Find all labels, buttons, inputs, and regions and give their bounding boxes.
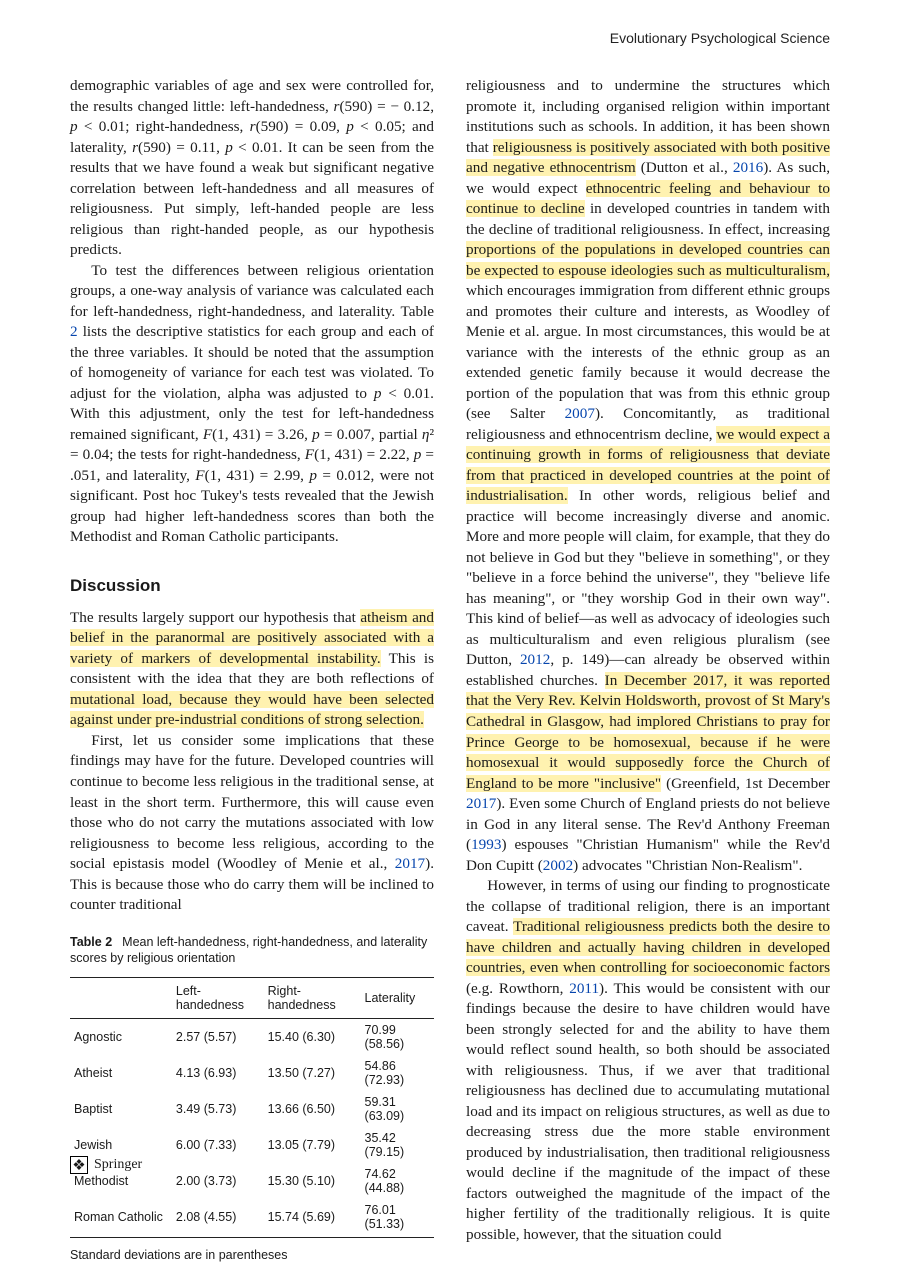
highlight: Traditional religiousness predicts both … <box>466 918 830 976</box>
citation-year[interactable]: 2002 <box>543 857 573 874</box>
table-cell: 54.86 (72.93) <box>361 1055 434 1091</box>
table-cell: 3.49 (5.73) <box>172 1091 264 1127</box>
body-paragraph: First, let us consider some implications… <box>70 731 434 916</box>
two-column-layout: demographic variables of age and sex wer… <box>70 76 830 1262</box>
publisher-brand: ❖ Springer <box>70 1156 142 1174</box>
table-header-cell: Left-handedness <box>172 978 264 1019</box>
table-ref[interactable]: 2 <box>70 323 78 340</box>
table-cell: 76.01 (51.33) <box>361 1199 434 1238</box>
highlight: we would expect a continuing growth in f… <box>466 426 830 505</box>
citation-year[interactable]: 2017 <box>395 855 425 872</box>
table-cell: 59.31 (63.09) <box>361 1091 434 1127</box>
citation-year[interactable]: 2007 <box>565 405 595 422</box>
table-cell: Atheist <box>70 1055 172 1091</box>
table-cell: 4.13 (6.93) <box>172 1055 264 1091</box>
body-paragraph: The results largely support our hypothes… <box>70 608 434 731</box>
body-paragraph: religiousness and to undermine the struc… <box>466 76 830 876</box>
left-column: demographic variables of age and sex wer… <box>70 76 434 1262</box>
highlight: ethnocentric feeling and behaviour to co… <box>466 180 830 218</box>
table-cell: 15.30 (5.10) <box>264 1163 361 1199</box>
table-cell: 2.08 (4.55) <box>172 1199 264 1238</box>
highlight: religiousness is positively associated w… <box>466 139 830 177</box>
table-cell: 74.62 (44.88) <box>361 1163 434 1199</box>
table-cell: 15.40 (6.30) <box>264 1019 361 1056</box>
table-cell: 13.05 (7.79) <box>264 1127 361 1163</box>
highlight: atheism and belief in the paranormal are… <box>70 609 434 667</box>
highlight: proportions of the populations in develo… <box>466 241 830 279</box>
table-data: Left-handednessRight-handednessLateralit… <box>70 977 434 1238</box>
table-2: Table 2Mean left-handedness, right-hande… <box>70 934 434 1262</box>
citation-year[interactable]: 2011 <box>569 980 599 997</box>
table-row: Baptist3.49 (5.73)13.66 (6.50)59.31 (63.… <box>70 1091 434 1127</box>
table-cell: Baptist <box>70 1091 172 1127</box>
table-note: Standard deviations are in parentheses <box>70 1248 434 1262</box>
table-row: Agnostic2.57 (5.57)15.40 (6.30)70.99 (58… <box>70 1019 434 1056</box>
citation-year[interactable]: 2016 <box>733 159 763 176</box>
citation-year[interactable]: 2012 <box>520 651 550 668</box>
table-header-cell: Laterality <box>361 978 434 1019</box>
table-caption: Table 2Mean left-handedness, right-hande… <box>70 934 434 968</box>
table-cell: 70.99 (58.56) <box>361 1019 434 1056</box>
table-cell: 6.00 (7.33) <box>172 1127 264 1163</box>
body-paragraph: However, in terms of using our finding t… <box>466 876 830 1245</box>
table-caption-text: Mean left-handedness, right-handedness, … <box>70 935 427 966</box>
highlight: mutational load, because they would have… <box>70 691 434 729</box>
body-paragraph: To test the differences between religiou… <box>70 261 434 548</box>
table-label: Table 2 <box>70 935 112 949</box>
highlight: In December 2017, it was reported that t… <box>466 672 830 792</box>
body-paragraph: demographic variables of age and sex wer… <box>70 76 434 261</box>
table-cell: 35.42 (79.15) <box>361 1127 434 1163</box>
table-row: Atheist4.13 (6.93)13.50 (7.27)54.86 (72.… <box>70 1055 434 1091</box>
table-cell: 13.50 (7.27) <box>264 1055 361 1091</box>
table-cell: 15.74 (5.69) <box>264 1199 361 1238</box>
table-cell: 2.57 (5.57) <box>172 1019 264 1056</box>
running-head: Evolutionary Psychological Science <box>610 30 830 46</box>
right-column: religiousness and to undermine the struc… <box>466 76 830 1262</box>
table-header-cell <box>70 978 172 1019</box>
citation-year[interactable]: 2017 <box>466 795 496 812</box>
section-heading-discussion: Discussion <box>70 576 434 596</box>
table-cell: 2.00 (3.73) <box>172 1163 264 1199</box>
citation-year[interactable]: 1993 <box>471 836 501 853</box>
table-cell: Agnostic <box>70 1019 172 1056</box>
table-cell: 13.66 (6.50) <box>264 1091 361 1127</box>
table-cell: Roman Catholic <box>70 1199 172 1238</box>
springer-icon: ❖ <box>70 1156 88 1174</box>
page: Evolutionary Psychological Science demog… <box>0 0 900 1200</box>
table-header-cell: Right-handedness <box>264 978 361 1019</box>
publisher-name: Springer <box>94 1157 142 1173</box>
table-row: Roman Catholic2.08 (4.55)15.74 (5.69)76.… <box>70 1199 434 1238</box>
